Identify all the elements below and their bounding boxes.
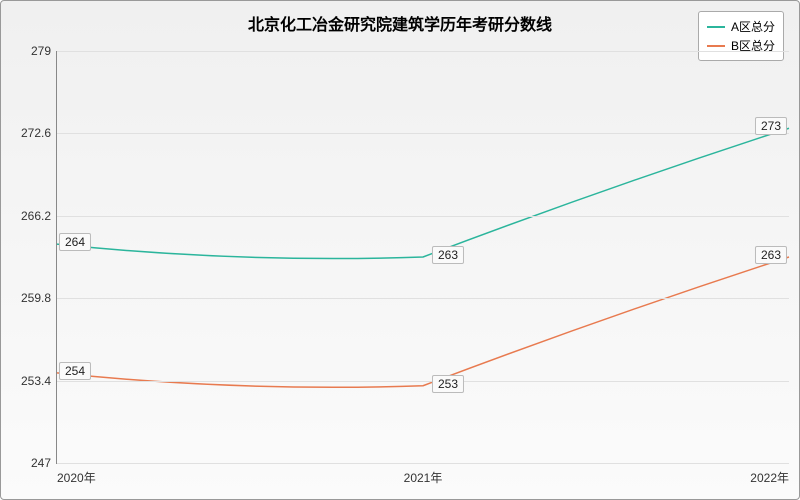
chart-svg [57,51,789,463]
data-point-label: 264 [59,233,91,251]
series-line-0 [57,128,789,258]
data-point-label: 254 [59,362,91,380]
x-tick-label: 2022年 [750,469,789,486]
y-tick-label: 247 [31,456,51,470]
gridline [57,463,789,464]
gridline [57,381,789,382]
y-tick-label: 253.4 [21,374,51,388]
data-point-label: 263 [432,246,464,264]
legend-label: A区总分 [731,18,775,35]
y-tick-label: 266.2 [21,209,51,223]
chart-container: 北京化工冶金研究院建筑学历年考研分数线 A区总分 B区总分 247253.425… [0,0,800,500]
legend-swatch-0 [707,26,725,28]
gridline [57,51,789,52]
data-point-label: 253 [432,375,464,393]
x-tick-label: 2021年 [404,469,443,486]
legend-swatch-1 [707,45,725,47]
gridline [57,216,789,217]
gridline [57,133,789,134]
chart-title: 北京化工冶金研究院建筑学历年考研分数线 [1,11,799,35]
data-point-label: 263 [755,246,787,264]
data-point-label: 273 [755,117,787,135]
x-tick-label: 2020年 [57,469,96,486]
y-tick-label: 272.6 [21,126,51,140]
series-line-1 [57,257,789,387]
gridline [57,298,789,299]
y-tick-label: 279 [31,44,51,58]
y-tick-label: 259.8 [21,291,51,305]
plot-area: 247253.4259.8266.2272.62792020年2021年2022… [56,51,789,464]
legend-item: A区总分 [707,18,775,35]
